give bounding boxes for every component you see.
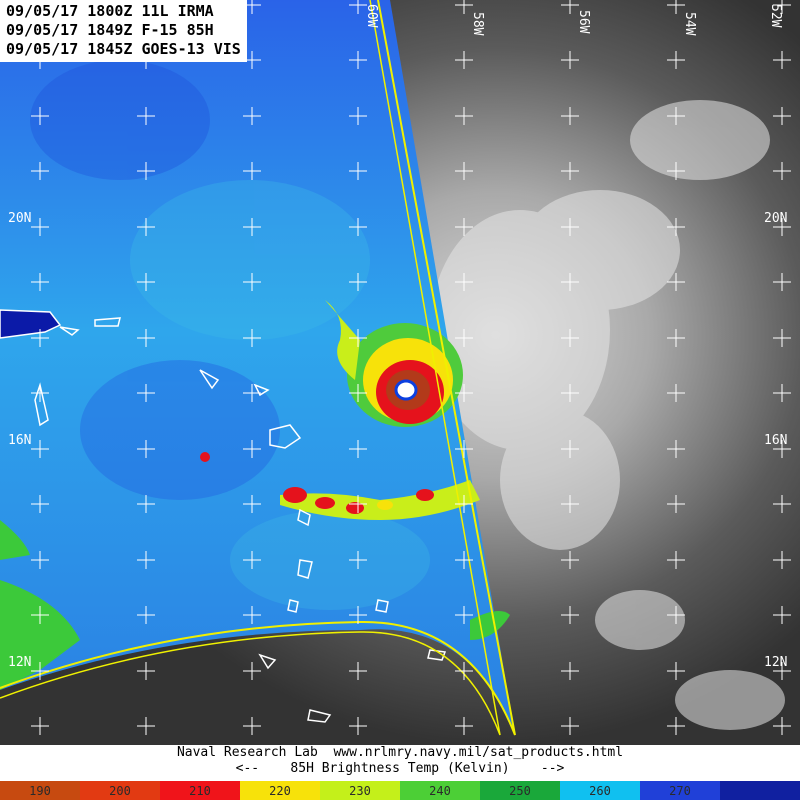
header-storm-line: 09/05/17 1800Z 11L IRMA [6, 2, 214, 20]
credit-panel: Naval Research Lab www.nrlmry.navy.mil/s… [0, 745, 800, 781]
lon-label-top: 60W [364, 4, 379, 28]
coastlines [0, 309, 447, 723]
lat-label-right: 20N [764, 211, 787, 226]
colorbar-tick-label: 250 [509, 783, 531, 798]
colorbar-segment: 260 [560, 781, 640, 800]
swath-edge [0, 0, 516, 736]
colorbar-tick-label: 200 [109, 783, 131, 798]
colorbar-tick-label: 190 [29, 783, 51, 798]
header-visible-line: 09/05/17 1845Z GOES-13 VIS [6, 40, 241, 58]
color-bar: 190 200 210 220 230 240 250 260 270 [0, 781, 800, 800]
header-box: 09/05/17 1800Z 11L IRMA 09/05/17 1849Z F… [0, 0, 247, 62]
colorbar-tick-label: 210 [189, 783, 211, 798]
colorbar-segment: 230 [320, 781, 400, 800]
colorbar-segment: 190 [0, 781, 80, 800]
colorbar-segment: 200 [80, 781, 160, 800]
lon-label-top: 56W [576, 10, 591, 34]
lon-label-top: 52W [768, 4, 783, 28]
colorbar-tick-label: 230 [349, 783, 371, 798]
colorbar-segment: 210 [160, 781, 240, 800]
hurricane-irma-core [325, 300, 463, 427]
colorbar-title: <-- 85H Brightness Temp (Kelvin) --> [235, 761, 565, 776]
swath-texture [30, 60, 430, 610]
colorbar-tick-label: 240 [429, 783, 451, 798]
lon-label-top: 54W [682, 12, 697, 36]
cloud-texture [430, 100, 785, 730]
latlon-grid [31, 0, 791, 735]
microwave-swath [0, 0, 515, 735]
rain-band [200, 452, 480, 520]
lat-label-left: 12N [8, 655, 31, 670]
lon-label-top: 58W [470, 12, 485, 36]
colorbar-segment: 270 [640, 781, 720, 800]
lat-label-left: 16N [8, 433, 31, 448]
satellite-map: 20N 16N 12N 20N 16N 12N 60W 58W 56W 54W … [0, 0, 800, 745]
colorbar-segment [720, 781, 800, 800]
land-warm-south [0, 580, 80, 690]
lat-label-left: 20N [8, 211, 31, 226]
colorbar-tick-label: 260 [589, 783, 611, 798]
colorbar-tick-label: 220 [269, 783, 291, 798]
swath-edge-inner [0, 0, 501, 736]
land-warm-west [0, 520, 30, 560]
lat-label-right: 12N [764, 655, 787, 670]
colorbar-tick-label: 270 [669, 783, 691, 798]
colorbar-segment: 250 [480, 781, 560, 800]
credit-line: Naval Research Lab www.nrlmry.navy.mil/s… [176, 745, 624, 760]
colorbar-segment: 220 [240, 781, 320, 800]
header-microwave-line: 09/05/17 1849Z F-15 85H [6, 21, 214, 39]
colorbar-segment: 240 [400, 781, 480, 800]
lat-label-right: 16N [764, 433, 787, 448]
